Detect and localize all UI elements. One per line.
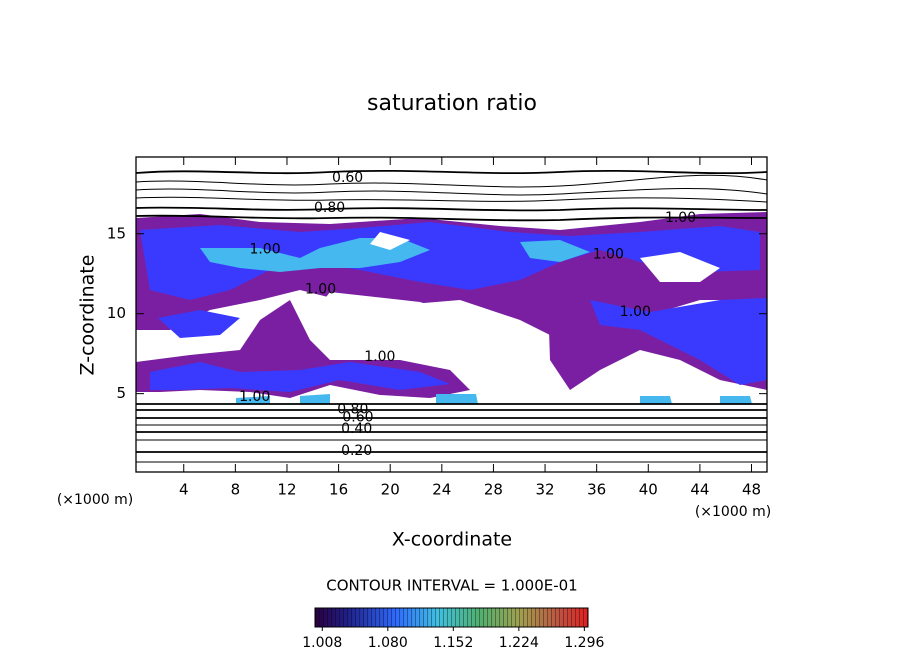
x-tick-label: 20: [381, 481, 400, 499]
x-tick-label: 32: [536, 481, 555, 499]
x-tick-label: 28: [484, 481, 503, 499]
contour-label: 1.00: [620, 304, 651, 320]
x-unit-right: (×1000 m): [695, 504, 771, 520]
plot-frame: [135, 156, 768, 473]
x-tick-label: 44: [690, 481, 709, 499]
contour-label: 0.80: [314, 200, 345, 216]
contour-label: 1.00: [665, 210, 696, 226]
y-tick-label: 15: [107, 224, 126, 242]
contour-label: 0.60: [342, 410, 373, 426]
x-tick-label: 16: [329, 481, 348, 499]
contour-label: 1.00: [249, 242, 280, 258]
contour-label: 0.40: [341, 421, 372, 437]
chart-title: saturation ratio: [367, 91, 537, 116]
x-tick-label: 24: [432, 481, 451, 499]
contour-label: 1.00: [239, 389, 270, 405]
x-tick-label: 4: [179, 481, 189, 499]
y-axis-label: Z-coordinate: [77, 255, 99, 376]
colorbar-tick-label: 1.080: [368, 635, 408, 651]
contour-label: 0.60: [332, 170, 363, 186]
contour-label: 1.00: [593, 247, 624, 263]
contour-label: 0.20: [341, 443, 372, 459]
colorbar-tick-label: 1.008: [302, 635, 342, 651]
contour-label: 0.80: [337, 402, 368, 418]
x-unit-left: (×1000 m): [57, 492, 133, 508]
contour-interval: CONTOUR INTERVAL = 1.000E-01: [326, 577, 577, 595]
x-tick-label: 12: [277, 481, 296, 499]
x-tick-label: 48: [742, 481, 761, 499]
y-tick-label: 5: [116, 384, 126, 402]
axes: 4 8 12 16 20 24 28 32 36 40 44 48510150.600.801.001…: [107, 157, 767, 651]
colorbar-tick-label: 1.152: [433, 635, 473, 651]
colorbar-tick-label: 1.224: [499, 635, 539, 651]
y-tick-label: 10: [107, 304, 126, 322]
x-tick-label: 36: [587, 481, 606, 499]
saturation-region: [136, 212, 767, 404]
contour-label: 1.00: [305, 282, 336, 298]
x-tick-label: 40: [639, 481, 658, 499]
field: [136, 169, 767, 463]
colorbar-frame: [314, 607, 589, 628]
colorbar-tick-label: 1.296: [564, 635, 604, 651]
x-tick-label: 8: [231, 481, 241, 499]
contour-label: 1.00: [364, 349, 395, 365]
x-axis-label: X-coordinate: [392, 529, 512, 551]
